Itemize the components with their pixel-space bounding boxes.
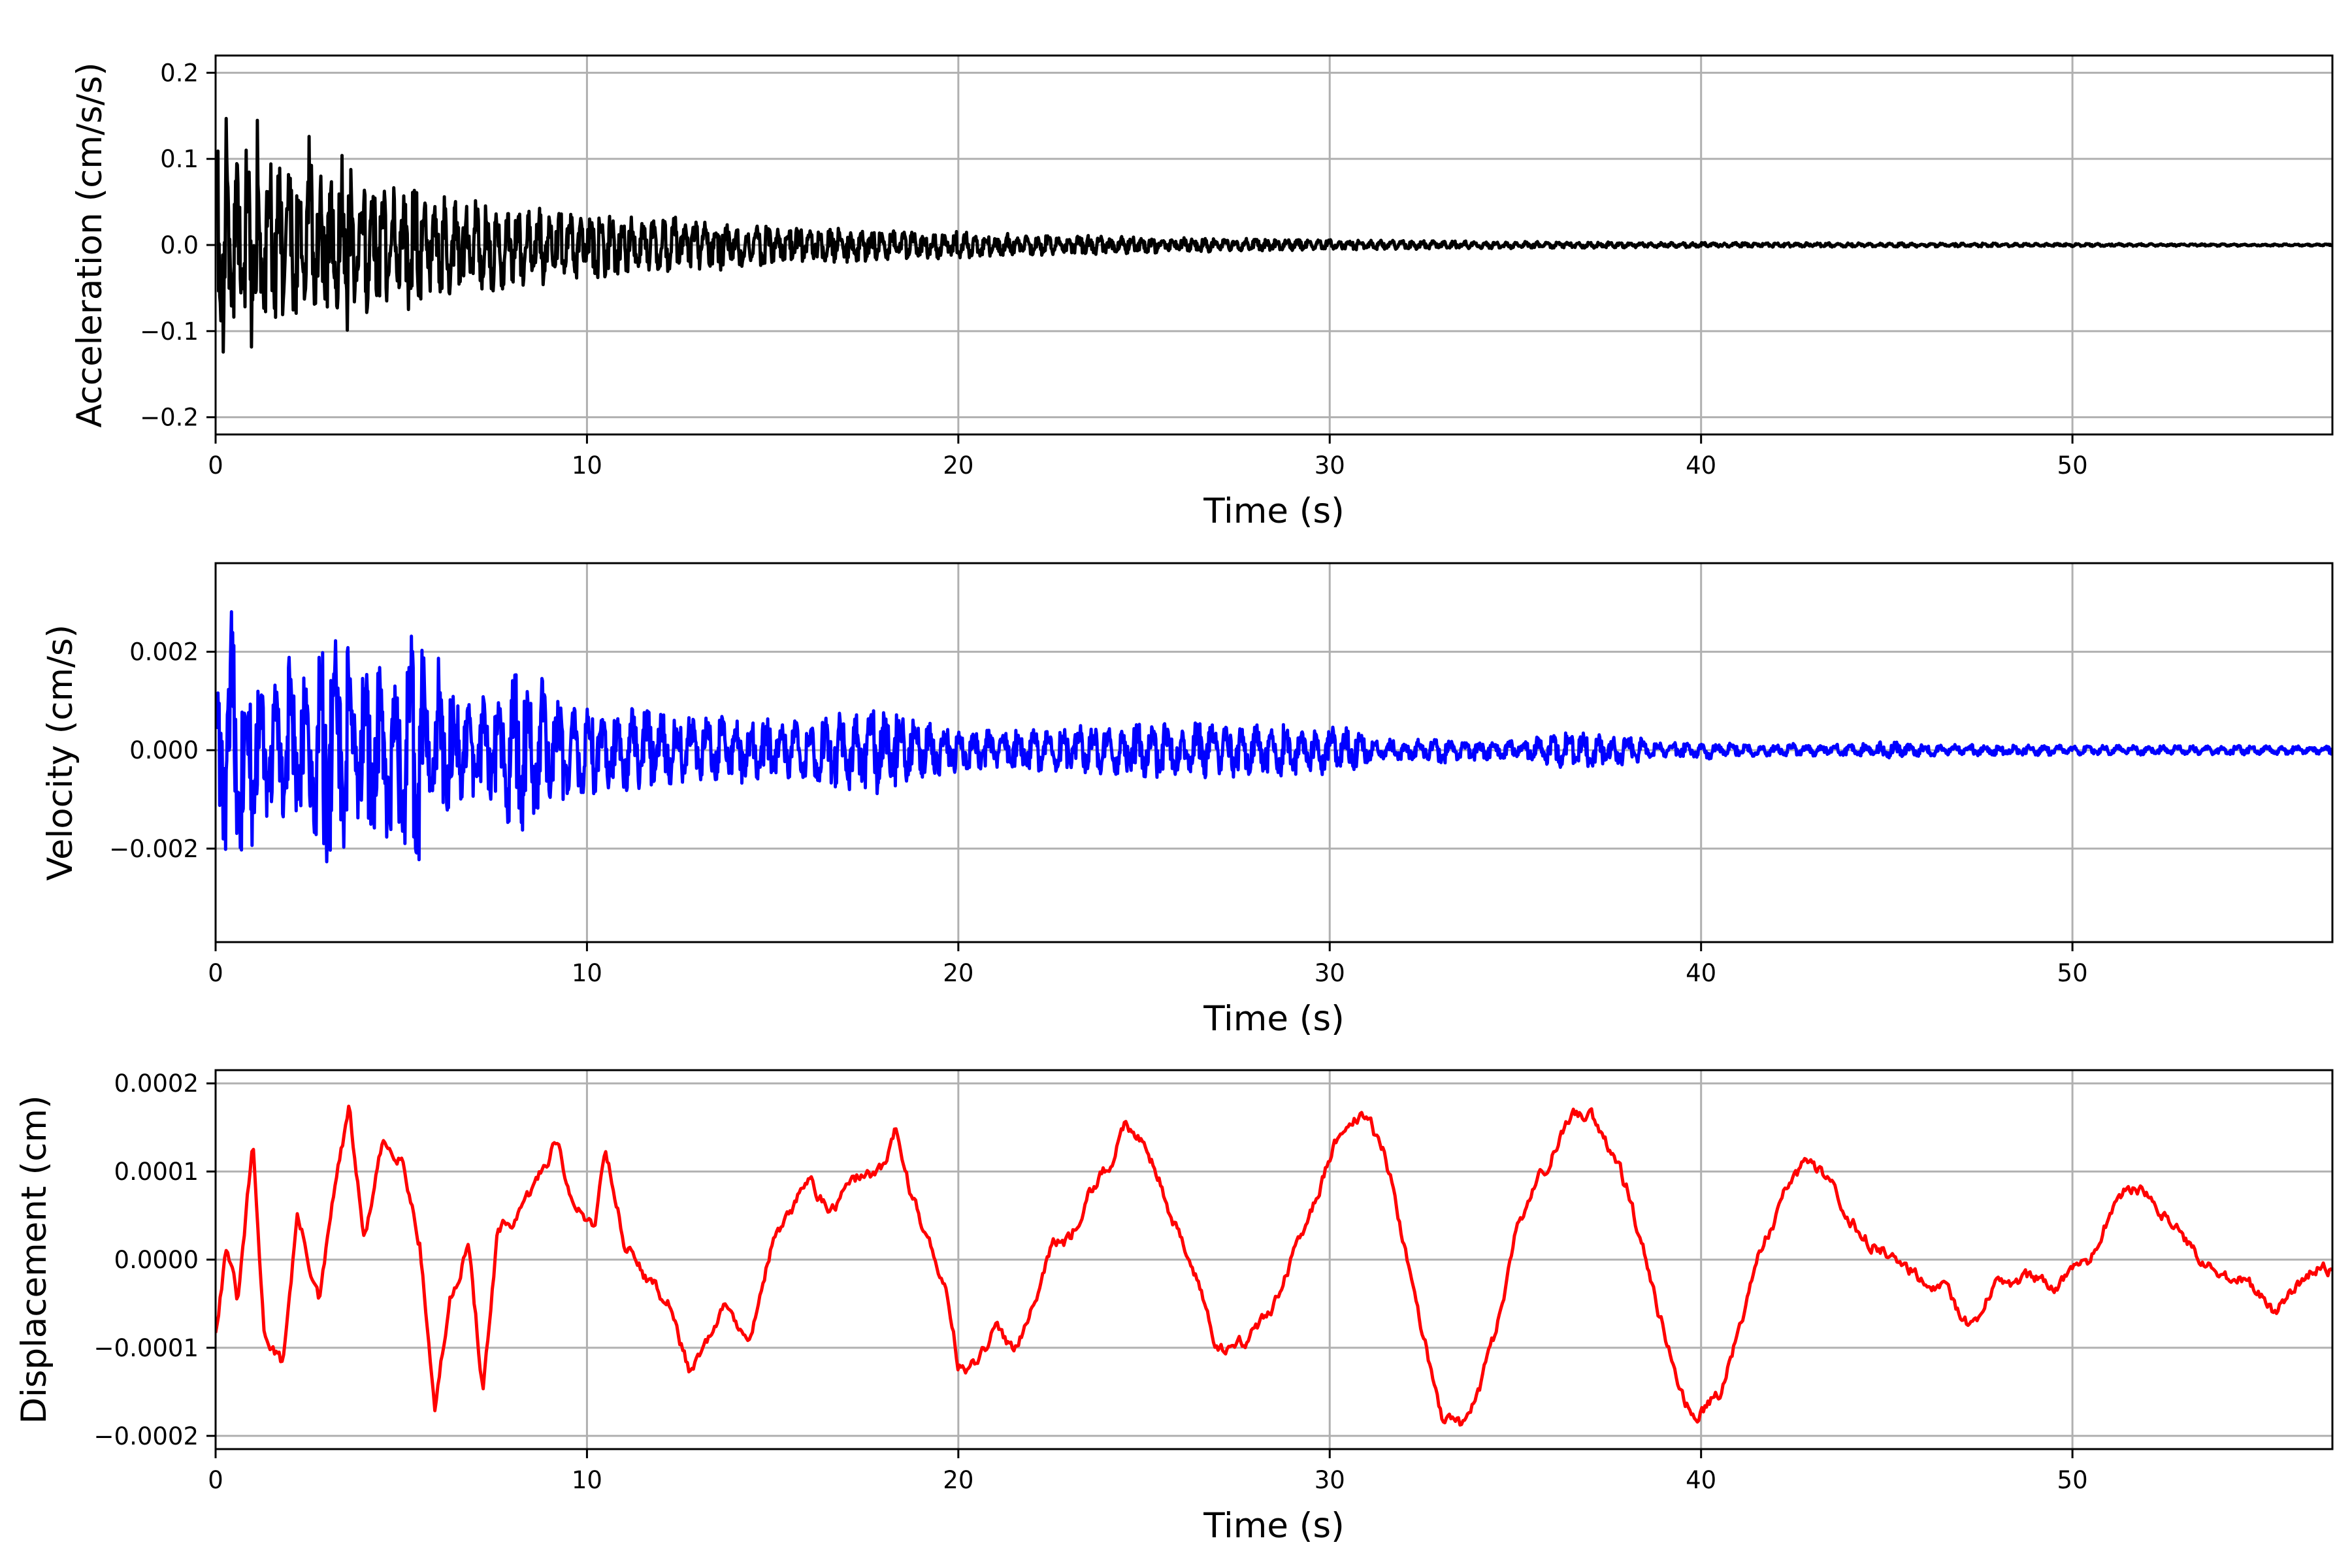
acceleration-ytick-label: −0.2 xyxy=(140,404,199,432)
acceleration-xtick-label: 50 xyxy=(2057,451,2088,480)
acceleration-ytick-label: 0.2 xyxy=(160,59,199,87)
displacement-panel: 0 10 20 30 40 50 −0.0002 −0.0001 0.0000 0.0001 0.0… xyxy=(14,1069,2334,1546)
velocity-axes-frame xyxy=(214,562,2334,943)
acceleration-y-axis-label: Acceleration (cm/s/s) xyxy=(70,62,110,427)
velocity-xtick-label: 50 xyxy=(2057,959,2088,987)
acceleration-series-line xyxy=(216,116,2332,354)
displacement-y-axis-label: Displacement (cm) xyxy=(14,1095,54,1424)
displacement-xtick-label: 40 xyxy=(1686,1466,1716,1494)
acceleration-xtick-label: 40 xyxy=(1686,451,1716,480)
velocity-xtick-label: 40 xyxy=(1686,959,1716,987)
displacement-ytick-label: −0.0001 xyxy=(94,1334,199,1362)
acceleration-panel: 0 10 20 30 40 50 −0.2 −0.1 0.0 0.1 0.2 Time (s) Acce… xyxy=(70,54,2334,531)
velocity-ytick-label: 0.002 xyxy=(129,638,199,666)
displacement-xtick-label: 0 xyxy=(208,1466,223,1494)
displacement-xtick-label: 10 xyxy=(572,1466,602,1494)
acceleration-xtick-label: 30 xyxy=(1315,451,1345,480)
velocity-y-axis-label: Velocity (cm/s) xyxy=(41,625,80,881)
displacement-ytick-label: −0.0002 xyxy=(94,1422,199,1450)
acceleration-x-axis-label: Time (s) xyxy=(1203,491,1345,531)
displacement-series-line xyxy=(216,1104,2332,1427)
acceleration-ytick-label: 0.0 xyxy=(160,231,199,259)
velocity-xtick-label: 0 xyxy=(208,959,223,987)
velocity-xtick-label: 20 xyxy=(943,959,973,987)
displacement-xtick-label: 50 xyxy=(2057,1466,2088,1494)
velocity-xtick-label: 30 xyxy=(1315,959,1345,987)
velocity-series-line xyxy=(216,610,2332,864)
acceleration-xtick-label: 10 xyxy=(572,451,602,480)
displacement-ytick-label: 0.0000 xyxy=(114,1246,199,1274)
displacement-x-axis-label: Time (s) xyxy=(1203,1506,1345,1546)
displacement-ytick-label: 0.0001 xyxy=(114,1158,199,1186)
velocity-x-axis-label: Time (s) xyxy=(1203,999,1345,1039)
velocity-ytick-label: −0.002 xyxy=(109,835,199,863)
velocity-xtick-label: 10 xyxy=(572,959,602,987)
displacement-ytick-label: 0.0002 xyxy=(114,1070,199,1098)
velocity-panel: 0 10 20 30 40 50 −0.002 0.000 0.002 Time (s) Veloc… xyxy=(41,562,2334,1039)
velocity-ytick-label: 0.000 xyxy=(129,736,199,764)
acceleration-ytick-label: 0.1 xyxy=(160,145,199,173)
displacement-xtick-label: 20 xyxy=(943,1466,973,1494)
acceleration-ytick-label: −0.1 xyxy=(140,318,199,346)
displacement-xtick-label: 30 xyxy=(1315,1466,1345,1494)
acceleration-xtick-label: 20 xyxy=(943,451,973,480)
acceleration-xtick-label: 0 xyxy=(208,451,223,480)
